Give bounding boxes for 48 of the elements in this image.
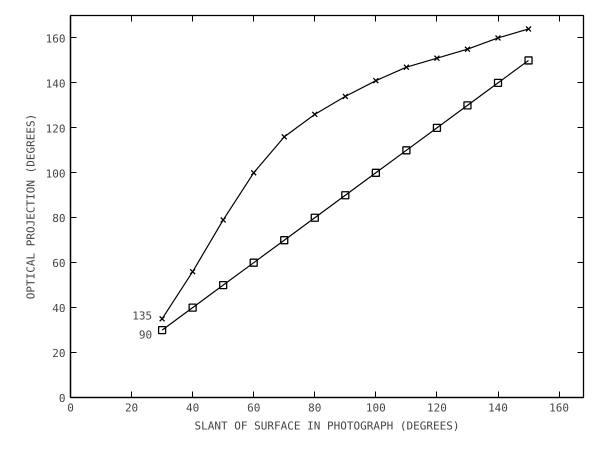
y-tick-label: 140 <box>46 77 66 90</box>
y-tick-label: 40 <box>52 302 66 316</box>
point <box>434 55 440 62</box>
point <box>372 168 380 177</box>
point <box>464 46 471 52</box>
x-tick-label: 60 <box>247 402 260 414</box>
point <box>219 280 228 290</box>
point <box>525 26 532 32</box>
y-tick-label: 120 <box>46 122 66 136</box>
y-tick-label: 60 <box>52 257 66 270</box>
point <box>280 236 288 244</box>
x-tick-label: 120 <box>426 402 447 414</box>
x-tick-label: 0 <box>67 402 74 414</box>
point <box>158 316 166 322</box>
y-tick-label: 80 <box>52 212 66 226</box>
x-tick-label: 100 <box>366 402 386 414</box>
point <box>403 64 410 70</box>
x-tick-label: 160 <box>549 402 570 414</box>
point <box>250 258 258 267</box>
y-tick-label: 20 <box>52 347 66 360</box>
x-tick-label: 140 <box>488 402 508 414</box>
point <box>312 111 318 118</box>
point <box>250 170 257 176</box>
point <box>281 134 288 140</box>
point <box>158 326 166 334</box>
series-label: 135 <box>132 309 152 322</box>
point <box>494 78 502 88</box>
point <box>220 216 226 224</box>
y-tick-label: 160 <box>46 32 66 46</box>
x-tick-label: 40 <box>186 402 200 414</box>
point <box>188 303 197 312</box>
point <box>310 214 319 222</box>
point <box>372 78 379 84</box>
point <box>463 101 472 110</box>
point <box>432 124 442 132</box>
point <box>190 268 196 275</box>
point <box>494 34 502 42</box>
point <box>341 191 350 200</box>
series-label: 90 <box>138 328 152 342</box>
point <box>342 93 348 100</box>
y-tick-label: 100 <box>46 167 66 180</box>
point <box>402 146 411 154</box>
x-axis-title: SLANT OF SURFACE IN PHOTOGRAPH (DEGREES) <box>194 420 460 432</box>
x-tick-label: 80 <box>308 402 322 414</box>
y-axis-title: OPTICAL PROJECTION (DEGREES) <box>24 114 38 300</box>
x-tick-label: 20 <box>124 402 138 414</box>
y-tick-label: 0 <box>58 392 66 405</box>
point <box>524 56 533 65</box>
